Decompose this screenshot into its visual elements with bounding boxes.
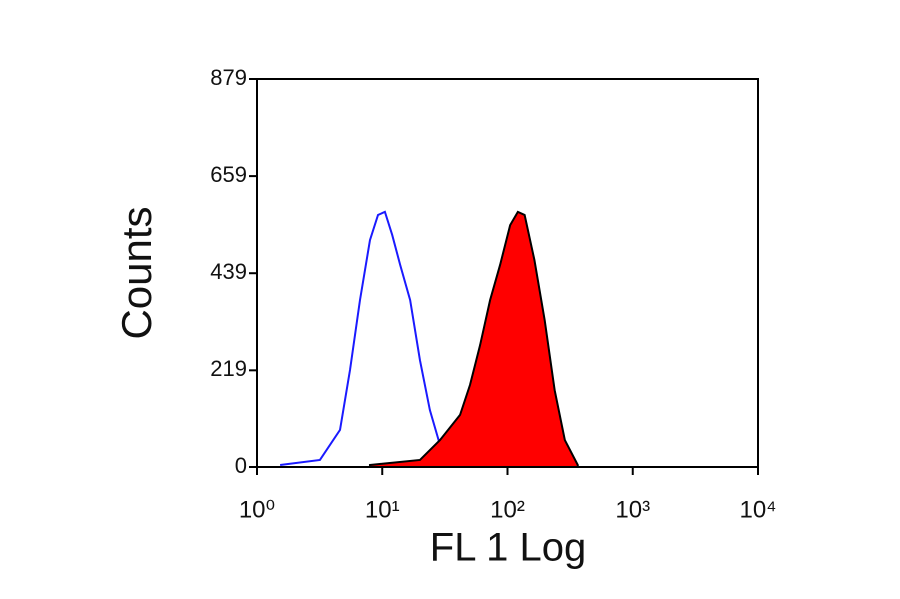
y-tick-label: 659: [210, 162, 247, 187]
y-tick-label: 879: [210, 65, 247, 90]
x-tick-label: 10²: [490, 496, 525, 523]
plot-frame: [256, 78, 759, 468]
x-tick-label: 10⁰: [239, 496, 275, 523]
y-tick-label: 439: [210, 259, 247, 284]
histogram-area: [368, 210, 579, 468]
x-tick-label: 10⁴: [739, 496, 776, 523]
y-axis-label: Counts: [113, 206, 160, 339]
x-axis-label: FL 1 Log: [430, 526, 586, 570]
y-tick-label: 219: [210, 356, 247, 381]
y-tick-label: 0: [235, 453, 247, 478]
x-tick-label: 10¹: [365, 496, 400, 523]
x-tick-label: 10³: [615, 496, 650, 523]
